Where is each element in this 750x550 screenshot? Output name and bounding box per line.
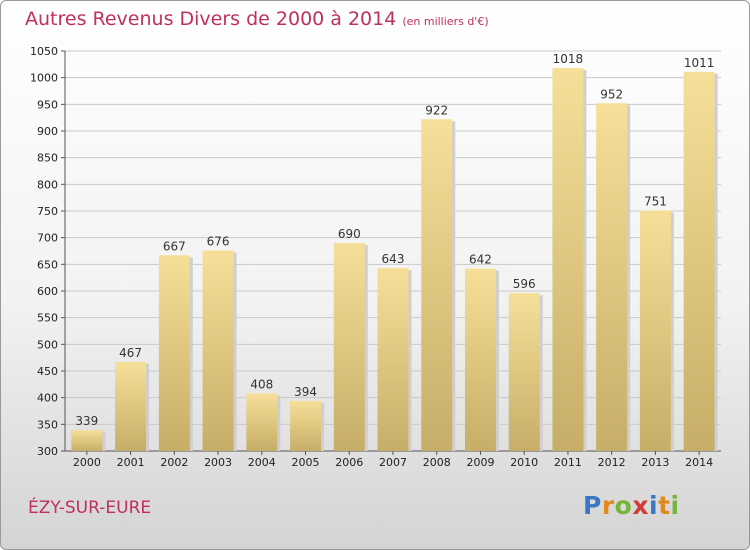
- value-label-2012: 952: [600, 87, 623, 101]
- logo-letter: o: [614, 491, 633, 520]
- bar-2009: [464, 268, 496, 451]
- y-tick-label: 900: [37, 125, 58, 138]
- y-tick-label: 600: [37, 285, 58, 298]
- value-label-2003: 676: [207, 234, 230, 248]
- bar-2005: [290, 400, 322, 451]
- value-label-2010: 596: [513, 277, 536, 291]
- chart-title: Autres Revenus Divers de 2000 à 2014: [25, 8, 397, 30]
- bar-2011: [552, 68, 584, 452]
- x-tick-label-2001: 2001: [117, 456, 145, 469]
- y-tick-label: 1000: [30, 72, 58, 85]
- x-tick-label-2003: 2003: [204, 456, 232, 469]
- logo-letter: t: [658, 491, 671, 520]
- y-tick-label: 850: [37, 152, 58, 165]
- axes: 300 350 400 450 500 550 600 650 700 750 800 850 900 9…: [30, 45, 721, 469]
- x-tick-label-2013: 2013: [641, 456, 669, 469]
- value-label-2005: 394: [294, 385, 317, 399]
- x-tick-label-2004: 2004: [248, 456, 276, 469]
- bars: [71, 68, 718, 452]
- y-tick-label: 350: [37, 418, 58, 431]
- x-tick-label-2005: 2005: [292, 456, 320, 469]
- value-label-2002: 667: [163, 239, 186, 253]
- bar-2014: [683, 71, 715, 452]
- value-label-2001: 467: [119, 346, 142, 360]
- x-tick-label-2011: 2011: [554, 456, 582, 469]
- y-tick-label: 500: [37, 338, 58, 351]
- bar-2010: [508, 293, 540, 451]
- value-label-2007: 643: [382, 252, 405, 266]
- bar-2008: [421, 119, 453, 452]
- logo-letter: x: [632, 491, 649, 520]
- x-tick-label-2000: 2000: [73, 456, 101, 469]
- y-tick-label: 1050: [30, 45, 58, 58]
- bar-2012: [596, 103, 628, 452]
- value-labels: 339 467 667 676 408 394 690 643 922 642 596 1018 952…: [75, 52, 714, 428]
- bar-2001: [115, 361, 147, 451]
- x-tick-label-2012: 2012: [598, 456, 626, 469]
- logo-letter: P: [583, 491, 602, 520]
- logo-letter: r: [601, 491, 615, 520]
- bar-2004: [246, 393, 278, 451]
- bar-2007: [377, 268, 409, 451]
- value-label-2009: 642: [469, 253, 492, 267]
- chart-title-block: Autres Revenus Divers de 2000 à 2014 (en …: [25, 8, 489, 30]
- bar-2002: [158, 255, 190, 451]
- value-label-2008: 922: [425, 103, 448, 117]
- city-name: ÉZY-SUR-EURE: [28, 498, 152, 518]
- x-tick-label-2009: 2009: [466, 456, 494, 469]
- x-tick-label-2002: 2002: [160, 456, 188, 469]
- value-label-2014: 1011: [684, 56, 715, 70]
- value-label-2006: 690: [338, 227, 361, 241]
- x-tick-label-2008: 2008: [423, 456, 451, 469]
- y-tick-label: 550: [37, 312, 58, 325]
- y-tick-label: 800: [37, 178, 58, 191]
- chart-unit: (en milliers d'€): [402, 15, 489, 28]
- bar-2003: [202, 250, 234, 451]
- bar-2006: [333, 243, 365, 451]
- value-label-2011: 1018: [553, 52, 584, 66]
- y-tick-label: 400: [37, 392, 58, 405]
- x-tick-label-2007: 2007: [379, 456, 407, 469]
- x-tick-label-2006: 2006: [335, 456, 363, 469]
- x-tick-label-2014: 2014: [685, 456, 713, 469]
- y-tick-label: 750: [37, 205, 58, 218]
- value-label-2013: 751: [644, 194, 667, 208]
- y-tick-label: 700: [37, 232, 58, 245]
- x-tick-label-2010: 2010: [510, 456, 538, 469]
- value-label-2000: 339: [75, 414, 98, 428]
- logo-letter: i: [670, 491, 680, 520]
- y-tick-label: 950: [37, 98, 58, 111]
- bar-2000: [71, 430, 103, 451]
- y-tick-label: 300: [37, 445, 58, 458]
- y-tick-label: 650: [37, 258, 58, 271]
- proxiti-logo: Proxiti: [583, 491, 680, 520]
- logo-letter: i: [649, 491, 659, 520]
- y-tick-label: 450: [37, 365, 58, 378]
- value-label-2004: 408: [250, 377, 273, 391]
- bar-2013: [639, 210, 671, 451]
